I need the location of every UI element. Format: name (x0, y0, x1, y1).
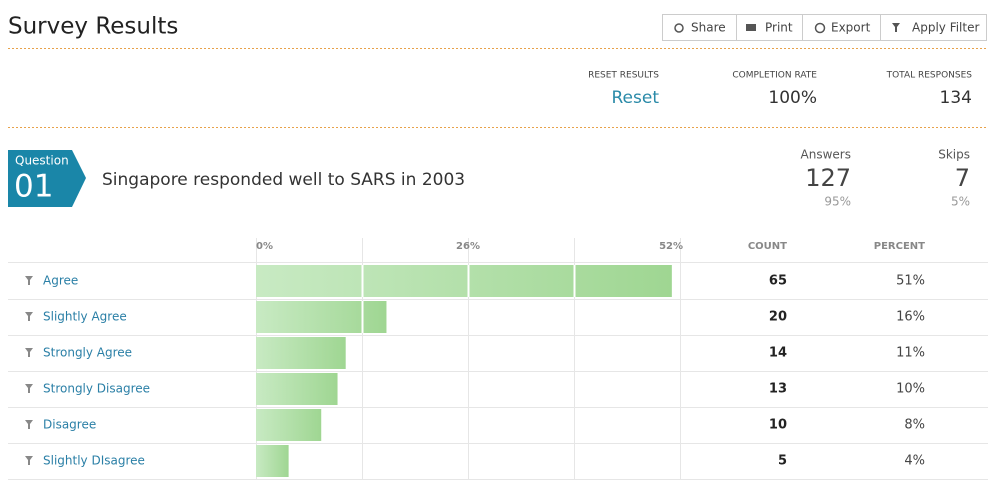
percent: 51% (896, 274, 925, 289)
count: 20 (769, 310, 787, 325)
skips-label: Skips (938, 148, 970, 162)
bar (256, 373, 338, 405)
x-tick-label: 52% (659, 241, 683, 252)
skips-percent: 5% (951, 195, 970, 209)
x-tick-label: 26% (456, 241, 480, 252)
filter-button[interactable]: Apply Filter (912, 21, 979, 35)
filter-icon (25, 276, 33, 285)
filter-icon (25, 312, 33, 321)
percent: 4% (904, 454, 925, 469)
row-label[interactable]: Disagree (43, 418, 96, 432)
share-button[interactable]: Share (691, 21, 726, 35)
print-button[interactable]: Print (765, 21, 793, 35)
question-number: 01 (14, 169, 53, 205)
bar (256, 301, 387, 333)
stat-value: 100% (768, 88, 817, 108)
stat-label: TOTAL RESPONSES (886, 71, 973, 81)
filter-icon (25, 348, 33, 357)
answers-label: Answers (801, 148, 851, 162)
count: 10 (769, 418, 787, 433)
column-header: COUNT (748, 241, 787, 252)
skips-value: 7 (955, 164, 970, 192)
percent: 8% (904, 418, 925, 433)
toolbar: Share Print Export Apply Filter (662, 14, 987, 41)
count: 14 (769, 346, 787, 361)
filter-icon (25, 420, 33, 429)
row-label[interactable]: Agree (43, 274, 78, 288)
bar (256, 409, 322, 441)
column-header: PERCENT (874, 241, 925, 252)
bar (256, 445, 289, 477)
row-label[interactable]: Slightly Agree (43, 310, 127, 324)
bar (256, 337, 346, 369)
answers-value: 127 (805, 164, 851, 192)
stat-label: RESET RESULTS (588, 71, 659, 81)
filter-icon (25, 456, 33, 465)
count: 13 (769, 382, 787, 397)
row-label[interactable]: Strongly Disagree (43, 382, 150, 396)
filter-icon (25, 384, 33, 393)
x-tick-label: 0% (256, 241, 273, 252)
export-button[interactable]: Export (831, 21, 871, 35)
row-label[interactable]: Strongly Agree (43, 346, 132, 360)
reset-link[interactable]: Reset (612, 88, 660, 108)
answers-percent: 95% (824, 195, 851, 209)
question-text: Singapore responded well to SARS in 2003 (102, 170, 465, 190)
stat-label: COMPLETION RATE (732, 71, 817, 81)
row-label[interactable]: Slightly DIsagree (43, 454, 145, 468)
percent: 10% (896, 382, 925, 397)
badge-label: Question (15, 154, 69, 168)
count: 5 (778, 454, 787, 469)
bar (256, 265, 672, 297)
stat-value: 134 (940, 88, 972, 108)
question-badge (8, 150, 86, 207)
page-title: Survey Results (8, 14, 178, 40)
percent: 11% (896, 346, 925, 361)
percent: 16% (896, 310, 925, 325)
count: 65 (769, 274, 787, 289)
